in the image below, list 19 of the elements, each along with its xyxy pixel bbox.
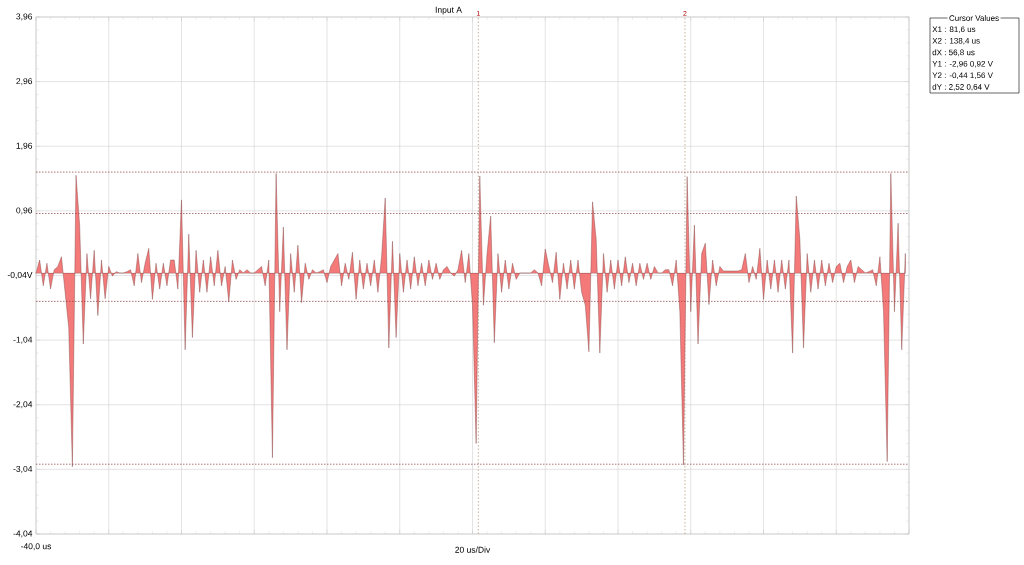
- y-tick-label: 2,96: [16, 78, 33, 86]
- text: -40,0 us: [21, 543, 52, 551]
- y-tick-label: 0,96: [16, 207, 33, 215]
- y-tick-label: 1,96: [16, 142, 33, 150]
- text: X1 : 81,6 us: [932, 26, 976, 34]
- text: Y1 : -2,96 0,92 V: [932, 60, 993, 68]
- y-tick-label: -0,04V: [7, 272, 33, 280]
- text: X2 : 138,4 us: [932, 37, 980, 45]
- text: dX : 56,8 us: [932, 49, 975, 57]
- x-axis-title: 20 us/Div: [455, 546, 491, 553]
- y-tick-label: -4,04: [13, 530, 33, 538]
- chart-title: Input A: [435, 6, 462, 15]
- text: dY : 2,52 0,64 V: [932, 83, 990, 91]
- y-tick-label: -2,04: [13, 401, 33, 409]
- text: Y2 : -0,44 1,56 V: [932, 72, 993, 80]
- y-tick-label: -3,04: [13, 465, 33, 473]
- y-tick-label: -1,04: [13, 336, 33, 344]
- y-tick-label: 3,96: [16, 13, 33, 21]
- text: Cursor Values: [949, 15, 999, 21]
